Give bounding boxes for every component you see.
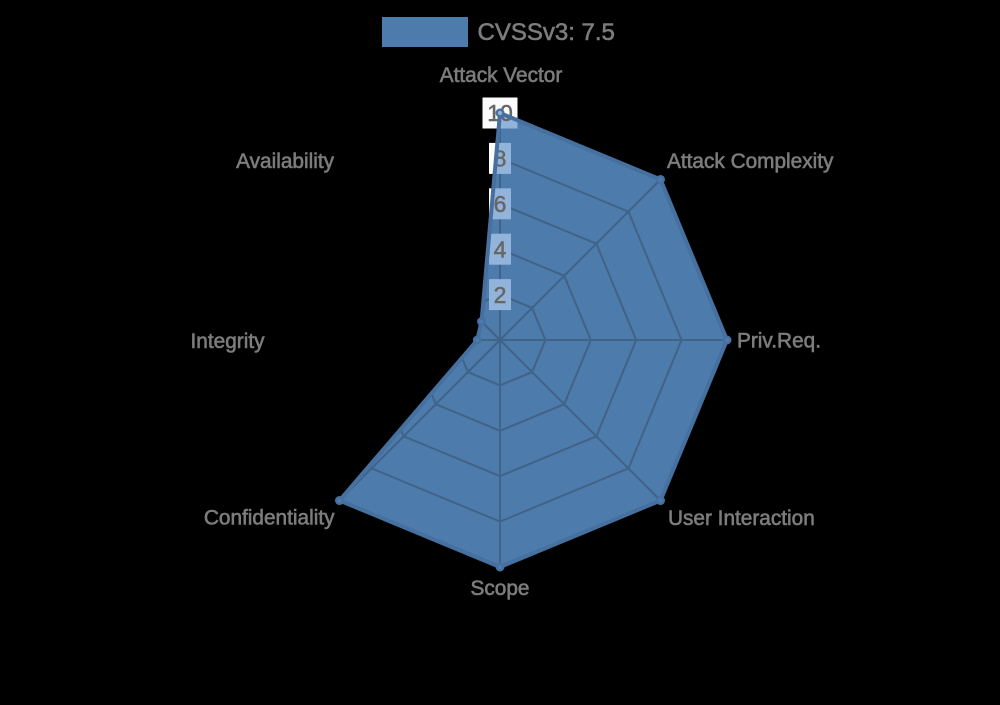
svg-text:Integrity: Integrity (191, 330, 266, 353)
svg-text:Availability: Availability (236, 150, 334, 173)
svg-text:CVSSv3: 7.5: CVSSv3: 7.5 (478, 19, 615, 46)
svg-text:Attack Complexity: Attack Complexity (667, 150, 834, 173)
svg-text:Attack Vector: Attack Vector (440, 64, 563, 87)
svg-text:Scope: Scope (471, 577, 530, 600)
svg-text:Confidentiality: Confidentiality (204, 507, 335, 530)
svg-text:6: 6 (494, 191, 507, 217)
svg-text:4: 4 (494, 236, 507, 262)
svg-text:User Interaction: User Interaction (668, 507, 815, 530)
svg-text:2: 2 (494, 282, 507, 308)
svg-text:Priv.Req.: Priv.Req. (737, 330, 821, 353)
